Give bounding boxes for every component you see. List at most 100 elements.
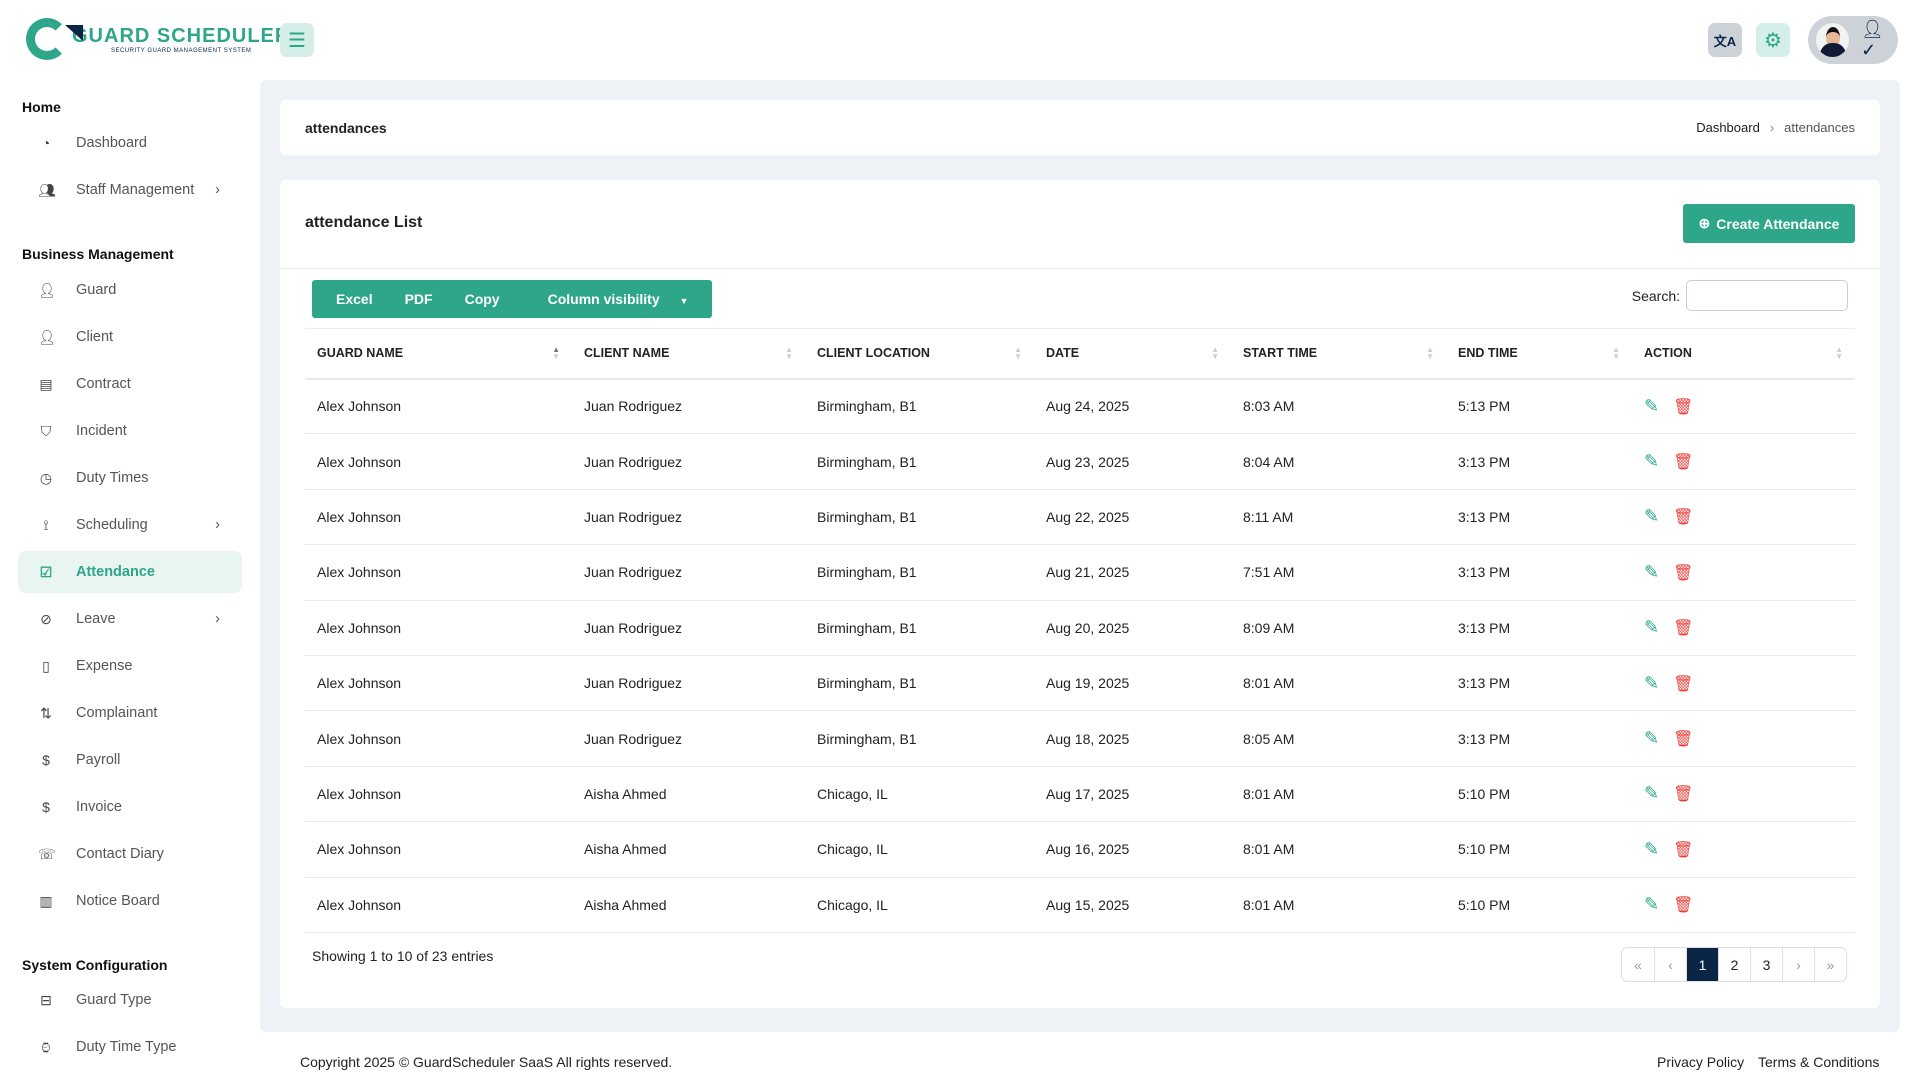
column-header[interactable]: CLIENT NAME ▲ ▼ bbox=[572, 328, 805, 380]
brand-logo[interactable]: GUARD SCHEDULER SECURITY GUARD MANAGEMEN… bbox=[26, 18, 290, 60]
sidebar-item-guard[interactable]: 👤︎ Guard bbox=[18, 269, 242, 311]
table-row: Alex Johnson Juan Rodriguez Birmingham, B1… bbox=[305, 544, 1855, 601]
terms-link[interactable]: Terms & Conditions bbox=[1758, 1054, 1880, 1070]
table-row: Alex Johnson Aisha Ahmed Chicago, IL Aug 15… bbox=[305, 877, 1855, 933]
page-button[interactable]: › bbox=[1782, 948, 1814, 981]
table-cell: 5:10 PM bbox=[1446, 766, 1632, 823]
table-cell: Juan Rodriguez bbox=[572, 489, 805, 546]
table-cell: 8:05 AM bbox=[1231, 710, 1446, 767]
breadcrumb-dashboard[interactable]: Dashboard bbox=[1696, 120, 1760, 135]
column-header[interactable]: GUARD NAME ▲ ▼ bbox=[305, 328, 572, 380]
privacy-policy-link[interactable]: Privacy Policy bbox=[1657, 1054, 1745, 1070]
sidebar-item-scheduling[interactable]: ⟟ Scheduling › bbox=[18, 504, 242, 546]
language-button[interactable]: 文A bbox=[1708, 23, 1742, 57]
sidebar-item-incident[interactable]: ⛉ Incident bbox=[18, 410, 242, 452]
menu-toggle-button[interactable]: ☰ bbox=[280, 23, 314, 57]
sidebar-item-leave[interactable]: ⊘ Leave › bbox=[18, 598, 242, 640]
page-button[interactable]: « bbox=[1634, 956, 1642, 973]
sidebar-item-duty-times[interactable]: ◷ Duty Times bbox=[18, 457, 242, 499]
trash-icon[interactable]: 🗑︎ bbox=[1673, 509, 1694, 527]
copy-button[interactable]: Copy bbox=[464, 291, 500, 307]
table-cell: Chicago, IL bbox=[805, 766, 1034, 823]
column-header-label: DATE bbox=[1046, 346, 1080, 361]
edit-icon[interactable]: ✎ bbox=[1644, 395, 1660, 416]
sidebar-item-expense[interactable]: ▯ Expense bbox=[18, 645, 242, 687]
sidebar-item-label: Duty Time Type bbox=[76, 1039, 177, 1055]
table-cell: Alex Johnson bbox=[305, 433, 572, 490]
trash-icon[interactable]: 🗑︎ bbox=[1673, 675, 1694, 693]
sidebar-item-payroll[interactable]: $ Payroll bbox=[18, 739, 242, 781]
gauge-icon: ◔ bbox=[41, 135, 51, 151]
action-cell: ✎ 🗑︎ bbox=[1632, 766, 1855, 823]
edit-icon[interactable]: ✎ bbox=[1644, 838, 1660, 859]
users-icon: 👥︎ bbox=[38, 181, 56, 198]
sidebar-item-staff-management[interactable]: 👥︎ Staff Management › bbox=[18, 169, 242, 211]
edit-icon[interactable]: ✎ bbox=[1644, 506, 1660, 527]
sidebar-item-contact-diary[interactable]: ☏ Contact Diary bbox=[18, 833, 242, 875]
trash-icon[interactable]: 🗑︎ bbox=[1673, 731, 1694, 749]
sidebar-item-notice-board[interactable]: ▥ Notice Board bbox=[18, 880, 242, 922]
logo-mark bbox=[26, 18, 83, 60]
column-header[interactable]: CLIENT LOCATION ▲ ▼ bbox=[805, 328, 1034, 380]
page-button[interactable]: 1 bbox=[1686, 948, 1718, 981]
settings-button[interactable]: ⚙ bbox=[1756, 23, 1790, 57]
table-row: Alex Johnson Juan Rodriguez Birmingham, B1… bbox=[305, 433, 1855, 490]
caret-down-icon: ▼ bbox=[679, 296, 689, 306]
trash-icon[interactable]: 🗑︎ bbox=[1673, 398, 1694, 416]
page-button[interactable]: 3 bbox=[1750, 948, 1782, 981]
trash-icon[interactable]: 🗑︎ bbox=[1673, 454, 1694, 472]
breadcrumb-separator: › bbox=[1769, 120, 1775, 135]
user-menu[interactable]: 👤︎✓ bbox=[1808, 16, 1898, 64]
exchange-icon: ⇅ bbox=[40, 704, 52, 721]
table-cell: Birmingham, B1 bbox=[805, 433, 1034, 490]
sidebar-item-attendance[interactable]: ☑ Attendance bbox=[18, 551, 242, 593]
sidebar-item-guard-type[interactable]: ⊟ Guard Type bbox=[18, 979, 242, 1021]
sidebar-item-duty-time-type[interactable]: ⌚︎ Duty Time Type bbox=[18, 1026, 242, 1068]
table-cell: 3:13 PM bbox=[1446, 489, 1632, 546]
page-button[interactable]: ‹ bbox=[1654, 948, 1686, 981]
table-cell: Aug 18, 2025 bbox=[1034, 710, 1231, 767]
column-header[interactable]: DATE ▲ ▼ bbox=[1034, 328, 1231, 380]
sidebar-item-dashboard[interactable]: ◔ Dashboard bbox=[18, 122, 242, 164]
edit-icon[interactable]: ✎ bbox=[1644, 617, 1660, 638]
table-cell: 5:10 PM bbox=[1446, 821, 1632, 878]
page-button[interactable]: 2 bbox=[1718, 948, 1750, 981]
ban-icon: ⊘ bbox=[40, 610, 52, 627]
sidebar-item-client[interactable]: 👤︎ Client bbox=[18, 316, 242, 358]
edit-icon[interactable]: ✎ bbox=[1644, 783, 1660, 804]
page-button[interactable]: » bbox=[1814, 948, 1846, 981]
table-cell: Alex Johnson bbox=[305, 600, 572, 656]
sidebar-item-label: Notice Board bbox=[76, 893, 160, 909]
trash-icon[interactable]: 🗑︎ bbox=[1673, 786, 1694, 804]
sidebar-item-contract[interactable]: ▤ Contract bbox=[18, 363, 242, 405]
create-attendance-button[interactable]: ⊕ Create Attendance bbox=[1683, 204, 1855, 243]
translate-icon: 文A bbox=[1713, 33, 1737, 49]
trash-icon[interactable]: 🗑︎ bbox=[1673, 897, 1694, 915]
card-title: attendance List bbox=[305, 214, 423, 231]
edit-icon[interactable]: ✎ bbox=[1644, 728, 1660, 749]
trash-icon[interactable]: 🗑︎ bbox=[1673, 620, 1694, 638]
brand-name: GUARD SCHEDULER bbox=[72, 24, 291, 47]
edit-icon[interactable]: ✎ bbox=[1644, 672, 1660, 693]
table-cell: Chicago, IL bbox=[805, 821, 1034, 878]
table-cell: 8:04 AM bbox=[1231, 433, 1446, 490]
column-visibility-button[interactable]: Column visibility ▼ bbox=[516, 291, 705, 307]
sidebar-item-complainant[interactable]: ⇅ Complainant bbox=[18, 692, 242, 734]
edit-icon[interactable]: ✎ bbox=[1644, 561, 1660, 582]
column-header-label: START TIME bbox=[1243, 346, 1318, 361]
excel-button[interactable]: Excel bbox=[336, 291, 373, 307]
edit-icon[interactable]: ✎ bbox=[1644, 451, 1660, 472]
search-input[interactable] bbox=[1686, 280, 1848, 311]
chevron-right-icon: › bbox=[215, 182, 220, 198]
pdf-button[interactable]: PDF bbox=[404, 291, 433, 307]
trash-icon[interactable]: 🗑︎ bbox=[1673, 841, 1694, 859]
notebook-icon: ▥ bbox=[39, 892, 53, 909]
trash-icon[interactable]: 🗑︎ bbox=[1673, 564, 1694, 582]
edit-icon[interactable]: ✎ bbox=[1644, 894, 1660, 915]
column-header[interactable]: ACTION ▲ ▼ bbox=[1632, 328, 1855, 380]
sidebar-item-label: Leave bbox=[76, 611, 116, 627]
plus-circle-icon: ⊕ bbox=[1698, 215, 1711, 231]
sidebar-item-invoice[interactable]: $ Invoice bbox=[18, 786, 242, 828]
column-header[interactable]: END TIME ▲ ▼ bbox=[1446, 328, 1632, 380]
column-header[interactable]: START TIME ▲ ▼ bbox=[1231, 328, 1446, 380]
